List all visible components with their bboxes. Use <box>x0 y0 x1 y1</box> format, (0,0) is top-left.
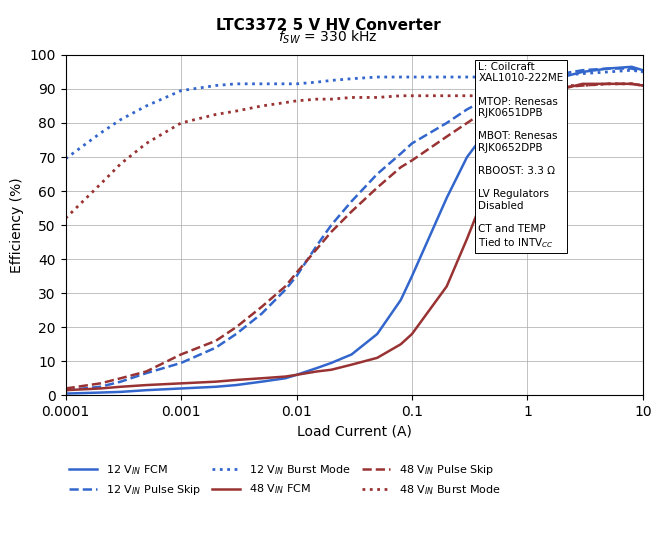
Text: $f_{SW}$ = 330 kHz: $f_{SW}$ = 330 kHz <box>278 29 378 47</box>
Text: L: Coilcraft
XAL1010-222ME

MTOP: Renesas
RJK0651DPB

MBOT: Renesas
RJK0652DPB

: L: Coilcraft XAL1010-222ME MTOP: Renesas… <box>478 61 564 250</box>
X-axis label: Load Current (A): Load Current (A) <box>297 424 412 439</box>
Y-axis label: Efficiency (%): Efficiency (%) <box>10 177 24 273</box>
Legend: 12 V$_{IN}$ FCM, 12 V$_{IN}$ Pulse Skip, 12 V$_{IN}$ Burst Mode, 48 V$_{IN}$ FCM: 12 V$_{IN}$ FCM, 12 V$_{IN}$ Pulse Skip,… <box>64 459 505 501</box>
Text: LTC3372 5 V HV Converter: LTC3372 5 V HV Converter <box>216 18 440 32</box>
